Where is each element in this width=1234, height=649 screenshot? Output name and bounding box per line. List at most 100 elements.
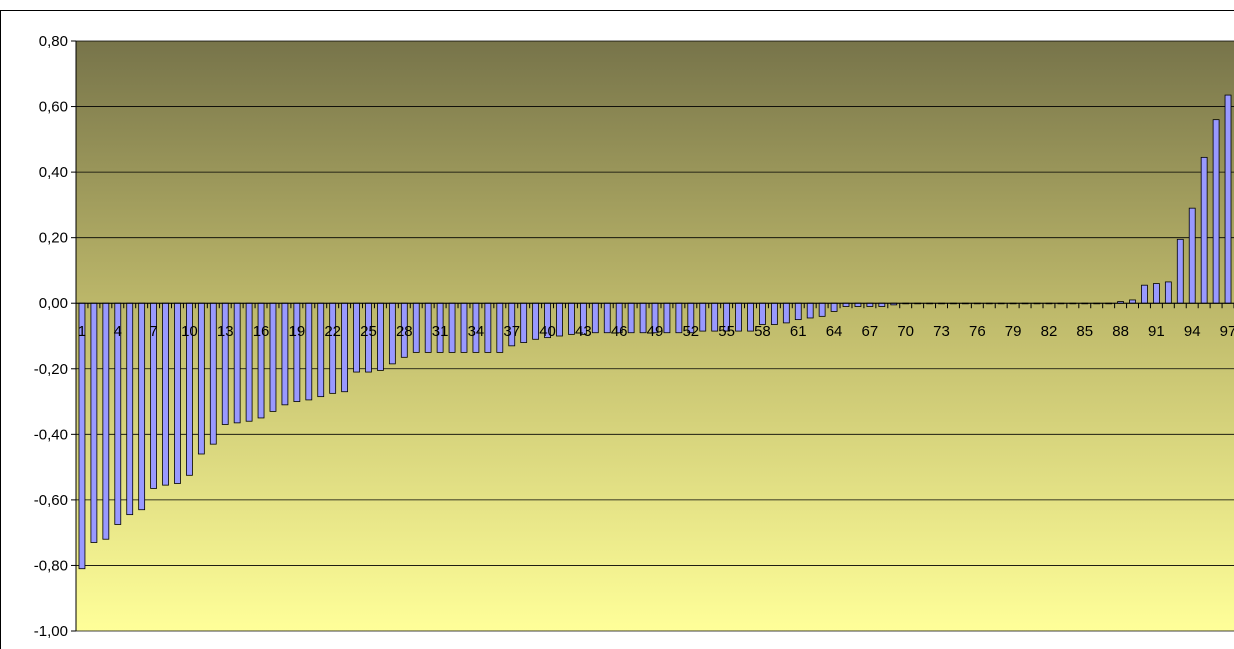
bar — [532, 302, 540, 340]
x-tick-label: 70 — [897, 323, 914, 340]
x-tick-label: 64 — [826, 323, 843, 340]
x-tick-label: 46 — [611, 323, 628, 340]
bar — [675, 302, 683, 334]
bar — [197, 302, 205, 455]
bar — [735, 302, 742, 332]
bar — [448, 302, 456, 353]
bar — [663, 302, 671, 334]
x-tick-label: 4 — [114, 323, 122, 340]
bar — [747, 302, 754, 332]
bar — [627, 302, 635, 334]
bar — [269, 302, 277, 412]
bar — [460, 302, 468, 353]
x-tick-label: 76 — [969, 323, 986, 340]
bar — [174, 302, 181, 484]
bar — [138, 302, 146, 511]
x-tick-label: 28 — [396, 323, 413, 340]
x-tick-label: 13 — [217, 323, 234, 340]
bar — [388, 302, 396, 365]
y-tick-label: 0,60 — [39, 99, 68, 116]
bar — [818, 302, 826, 317]
bar — [771, 302, 778, 325]
x-tick-label: 94 — [1184, 323, 1201, 340]
bar — [699, 302, 707, 332]
bar — [1188, 207, 1196, 304]
bar — [221, 302, 229, 425]
x-tick-label: 10 — [181, 323, 198, 340]
bar — [424, 302, 432, 353]
bar — [209, 302, 217, 445]
x-tick-label: 58 — [754, 323, 771, 340]
bar — [759, 302, 766, 325]
bar — [162, 302, 169, 486]
bar — [102, 302, 110, 540]
x-tick-label: 7 — [149, 323, 157, 340]
bar — [568, 302, 575, 335]
bar — [341, 302, 348, 393]
bar — [1164, 281, 1172, 304]
y-tick-label: -0,80 — [34, 557, 68, 574]
bar — [353, 302, 360, 373]
x-tick-label: 37 — [503, 323, 520, 340]
bar — [556, 302, 563, 337]
y-tick-label: 0,20 — [39, 230, 68, 247]
bar — [1153, 283, 1160, 304]
x-tick-label: 85 — [1076, 323, 1093, 340]
y-tick-label: -0,20 — [34, 361, 68, 378]
x-tick-label: 67 — [862, 323, 879, 340]
x-tick-label: 19 — [289, 323, 306, 340]
bar — [1224, 94, 1232, 304]
y-tick-label: 0,40 — [39, 164, 68, 181]
bar — [329, 302, 337, 394]
y-tick-label: 0,80 — [39, 33, 68, 50]
x-tick-label: 79 — [1005, 323, 1022, 340]
bar — [78, 302, 86, 570]
x-tick-label: 49 — [647, 323, 664, 340]
bar — [830, 302, 838, 312]
x-tick-label: 82 — [1041, 323, 1058, 340]
bar — [1141, 284, 1148, 304]
bar — [603, 302, 611, 334]
bar — [245, 302, 253, 422]
bar — [412, 302, 420, 353]
x-tick-label: 43 — [575, 323, 592, 340]
bar — [90, 302, 98, 543]
bar — [1176, 238, 1184, 304]
y-tick-label: -1,00 — [34, 623, 68, 640]
x-tick-label: 52 — [682, 323, 699, 340]
x-tick-label: 61 — [790, 323, 807, 340]
bar — [317, 302, 325, 398]
x-tick-label: 1 — [78, 323, 86, 340]
x-axis-ticks: 1 4 7 10 13 16 19 22 25 28 31 34 37 40 43 46 49 52 55 58 61 6… — [75, 302, 1234, 340]
bar — [711, 302, 719, 332]
bar — [293, 302, 301, 402]
bar — [806, 302, 814, 319]
bar — [257, 302, 265, 419]
bar — [126, 302, 134, 516]
bar — [281, 302, 289, 406]
x-tick-label: 73 — [933, 323, 950, 340]
y-tick-label: 0,00 — [39, 295, 68, 312]
bar — [520, 302, 528, 343]
x-tick-label: 25 — [360, 323, 377, 340]
x-tick-label: 55 — [718, 323, 735, 340]
y-axis-ticks: 0,80 0,60 0,40 0,20 0,00 -0,20 -0,40 -0,60 -0,80… — [34, 33, 76, 640]
x-tick-label: 97 — [1220, 323, 1234, 340]
x-tick-label: 16 — [253, 323, 270, 340]
x-tick-label: 91 — [1148, 323, 1165, 340]
bar — [794, 302, 802, 321]
x-tick-label: 34 — [468, 323, 485, 340]
bar — [496, 302, 504, 353]
y-tick-label: -0,60 — [34, 492, 68, 509]
x-tick-label: 88 — [1112, 323, 1129, 340]
bar — [782, 302, 790, 324]
bar — [639, 302, 647, 334]
x-tick-label: 22 — [324, 323, 341, 340]
y-tick-label: -0,40 — [34, 426, 68, 443]
x-tick-label: 31 — [432, 323, 449, 340]
bar — [233, 302, 241, 424]
x-tick-label: 40 — [539, 323, 556, 340]
bar — [484, 302, 492, 353]
